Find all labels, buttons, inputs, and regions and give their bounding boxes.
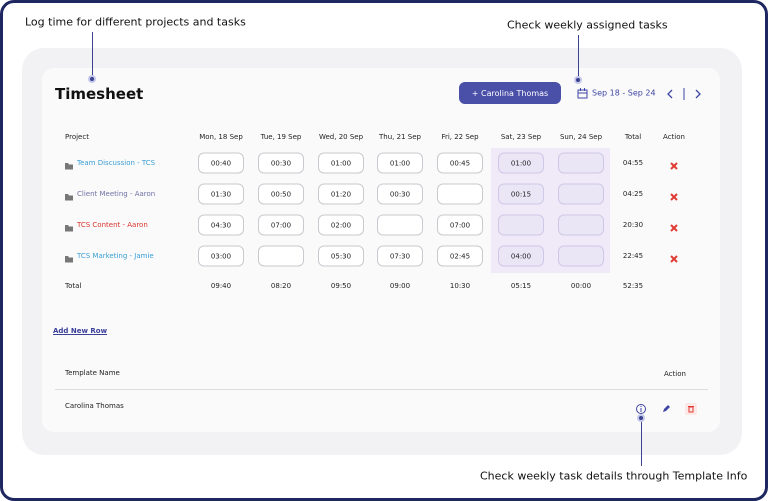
column-header: Wed, 20 Sep xyxy=(318,133,364,141)
annotation: Log time for different projects and task… xyxy=(25,15,246,29)
column-header: Template Name xyxy=(65,369,120,377)
day-total: 09:40 xyxy=(210,282,232,290)
pointer-line xyxy=(641,418,642,466)
row-total: 04:55 xyxy=(622,159,644,167)
hours-input[interactable]: 07:00 xyxy=(437,214,483,236)
hours-input[interactable] xyxy=(437,183,483,205)
pointer-line xyxy=(92,32,93,78)
day-total: 09:00 xyxy=(389,282,411,290)
column-header: Thu, 21 Sep xyxy=(379,133,421,141)
hours-input[interactable]: 02:00 xyxy=(318,214,364,236)
project-name[interactable]: TCS Marketing - Jamie xyxy=(77,252,154,260)
date-range[interactable]: Sep 18 - Sep 24 xyxy=(592,88,656,98)
hours-input[interactable]: 00:45 xyxy=(437,152,483,174)
delete-row-icon[interactable] xyxy=(668,157,680,176)
week-nav[interactable] xyxy=(664,88,704,100)
day-total: 10:30 xyxy=(449,282,471,290)
add-button[interactable]: + Carolina Thomas xyxy=(459,82,561,104)
column-header: Action xyxy=(663,133,685,141)
folder-icon xyxy=(63,250,75,269)
pointer-dot xyxy=(88,75,96,83)
project-name[interactable]: Team Discussion - TCS xyxy=(77,159,156,167)
edit-icon-svg xyxy=(663,405,670,412)
row-total: 04:25 xyxy=(622,190,644,198)
column-header: Project xyxy=(65,133,89,141)
hours-input[interactable] xyxy=(558,152,604,174)
folder-icon-svg xyxy=(65,163,73,170)
folder-icon-svg xyxy=(65,225,73,232)
hours-input[interactable]: 01:20 xyxy=(318,183,364,205)
hours-input[interactable]: 00:50 xyxy=(258,183,304,205)
edit-icon[interactable] xyxy=(660,400,672,419)
hours-input[interactable] xyxy=(558,245,604,267)
day-total: 09:50 xyxy=(330,282,352,290)
template-name: Carolina Thomas xyxy=(65,402,124,410)
hours-input[interactable] xyxy=(558,183,604,205)
delete-row-icon-svg xyxy=(670,255,678,263)
column-header: Action xyxy=(664,370,686,378)
column-header: Sat, 23 Sep xyxy=(500,133,542,141)
pointer-dot xyxy=(637,414,645,422)
hours-input[interactable]: 01:30 xyxy=(198,183,244,205)
delete-icon[interactable] xyxy=(685,400,697,419)
project-name[interactable]: Client Meeting - Aaron xyxy=(77,190,156,198)
column-header: Tue, 19 Sep xyxy=(260,133,302,141)
hours-input[interactable]: 04:30 xyxy=(198,214,244,236)
hours-input[interactable] xyxy=(258,245,304,267)
row-total: 20:30 xyxy=(622,221,644,229)
row-total: 22:45 xyxy=(622,252,644,260)
grand-total: 52:35 xyxy=(622,282,644,290)
info-icon-svg xyxy=(636,404,646,414)
hours-input[interactable]: 02:45 xyxy=(437,245,483,267)
hours-input[interactable]: 01:00 xyxy=(377,152,423,174)
column-header: Fri, 22 Sep xyxy=(441,133,479,141)
day-total: 00:00 xyxy=(570,282,592,290)
day-total: 08:20 xyxy=(270,282,292,290)
pointer-line xyxy=(578,35,579,79)
folder-icon xyxy=(63,188,75,207)
hours-input[interactable]: 07:30 xyxy=(377,245,423,267)
hours-input[interactable]: 01:00 xyxy=(318,152,364,174)
hours-input[interactable]: 07:00 xyxy=(258,214,304,236)
hours-input[interactable]: 00:15 xyxy=(498,183,544,205)
delete-row-icon-svg xyxy=(670,162,678,170)
delete-row-icon[interactable] xyxy=(668,250,680,269)
folder-icon xyxy=(63,157,75,176)
hours-input[interactable]: 01:00 xyxy=(498,152,544,174)
hours-input[interactable] xyxy=(558,214,604,236)
folder-icon-svg xyxy=(65,194,73,201)
pointer-dot xyxy=(574,76,582,84)
annotation: Check weekly assigned tasks xyxy=(507,18,668,32)
hours-input[interactable]: 05:30 xyxy=(318,245,364,267)
footer-label: Total xyxy=(65,282,82,290)
delete-row-icon[interactable] xyxy=(668,219,680,238)
title: Timesheet xyxy=(55,85,144,103)
column-header: Sun, 24 Sep xyxy=(559,133,603,141)
hours-input[interactable] xyxy=(498,214,544,236)
hours-input[interactable]: 00:30 xyxy=(377,183,423,205)
divider xyxy=(55,389,708,390)
delete-icon-svg xyxy=(685,403,697,415)
day-total: 05:15 xyxy=(510,282,532,290)
calendar-icon xyxy=(577,88,588,99)
delete-row-icon[interactable] xyxy=(668,188,680,207)
info-icon[interactable] xyxy=(635,400,647,419)
project-name[interactable]: TCS Content - Aaron xyxy=(77,221,148,229)
delete-row-icon-svg xyxy=(670,193,678,201)
annotation: Check weekly task details through Templa… xyxy=(480,469,748,483)
hours-input[interactable]: 03:00 xyxy=(198,245,244,267)
column-header: Total xyxy=(624,133,642,141)
hours-input[interactable]: 00:30 xyxy=(258,152,304,174)
add-row-link[interactable]: Add New Row xyxy=(53,327,108,335)
hours-input[interactable]: 00:40 xyxy=(198,152,244,174)
folder-icon xyxy=(63,219,75,238)
folder-icon-svg xyxy=(65,256,73,263)
column-header: Mon, 18 Sep xyxy=(199,133,243,141)
hours-input[interactable] xyxy=(377,214,423,236)
delete-row-icon-svg xyxy=(670,224,678,232)
hours-input[interactable]: 04:00 xyxy=(498,245,544,267)
